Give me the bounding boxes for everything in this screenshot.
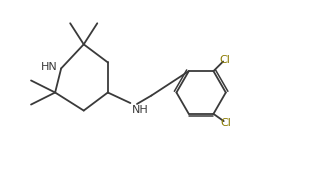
Text: NH: NH: [132, 105, 148, 115]
Text: HN: HN: [41, 62, 57, 72]
Text: Cl: Cl: [221, 118, 232, 128]
Text: Cl: Cl: [219, 55, 230, 65]
